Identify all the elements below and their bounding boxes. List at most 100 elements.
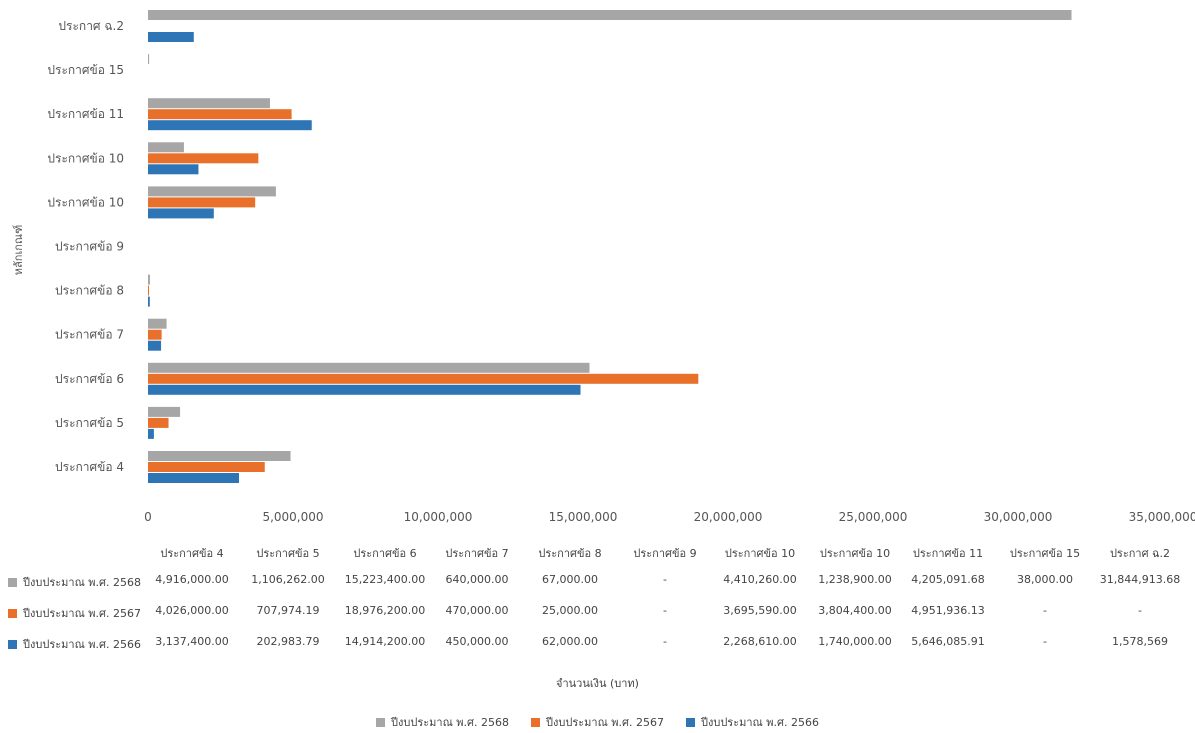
table-cell: 202,983.79 [256,635,320,648]
table-column-header: ประกาศข้อ 7 [445,547,509,560]
table-cell: 3,695,590.00 [723,604,797,617]
category-label: ประกาศ ฉ.2 [58,19,124,33]
table-column-header: ประกาศข้อ 15 [1009,547,1081,560]
x-tick-label: 5,000,000 [262,510,323,524]
table-cell: 4,026,000.00 [155,604,229,617]
table-cell: 38,000.00 [1017,573,1073,586]
table-row-key: ปีงบประมาณ พ.ศ. 2566 [8,635,141,653]
table-column-header: ประกาศข้อ 11 [912,547,984,560]
bar [148,362,590,373]
legend-label: ปีงบประมาณ พ.ศ. 2567 [546,716,664,729]
table-cell: 67,000.00 [542,573,598,586]
table-cell: - [1138,604,1142,617]
bar-chart: ประกาศข้อ 4 ประกาศข้อ 5 ประกาศข้อ 6 ประกาศข… [12,10,1195,524]
bar [148,54,150,65]
bar [148,153,259,164]
table-cell: 4,916,000.00 [155,573,229,586]
table-cell: 1,740,000.00 [818,635,892,648]
bar [148,329,162,340]
bar [148,109,292,120]
table-row-key: ปีงบประมาณ พ.ศ. 2567 [8,604,141,622]
bar [148,120,312,131]
table-cell: 15,223,400.00 [344,573,426,586]
table-row-key: ปีงบประมาณ พ.ศ. 2568 [8,573,141,591]
legend-item: ปีงบประมาณ พ.ศ. 2567 [531,713,664,731]
table-column-header: ประกาศ ฉ.2 [1109,547,1171,560]
x-tick-label: 25,000,000 [839,510,908,524]
table-cell: 640,000.00 [445,573,509,586]
series-name: ปีงบประมาณ พ.ศ. 2566 [23,638,141,651]
bar [148,296,150,307]
legend-label: ปีงบประมาณ พ.ศ. 2566 [700,716,819,729]
x-tick-label: 0 [144,510,152,524]
table-cell: 31,844,913.68 [1099,573,1181,586]
bar [148,164,199,175]
table-column-header: ประกาศข้อ 10 [724,547,796,560]
bar [148,32,194,42]
category-label: ประกาศข้อ 10 [47,151,124,165]
bars-group [148,10,1072,483]
table-cell: 5,646,085.91 [911,635,985,648]
table-cell: 4,205,091.68 [911,573,985,586]
category-label: ประกาศข้อ 10 [47,195,124,209]
table-cell: - [663,573,667,586]
table-cell: 3,137,400.00 [155,635,229,648]
x-axis-title: จำนวนเงิน (บาท) [556,677,639,690]
bar [148,384,581,395]
x-tick-label: 20,000,000 [694,510,763,524]
legend-item: ปีงบประมาณ พ.ศ. 2568 [376,713,509,731]
table-column-header: ประกาศข้อ 10 [819,547,891,560]
category-label: ประกาศข้อ 4 [55,460,124,474]
bar [148,318,167,329]
legend-swatch [8,577,17,587]
table-cell: 4,951,936.13 [911,604,985,617]
table-cell: 4,410,260.00 [723,573,797,586]
table-column-header: ประกาศข้อ 4 [160,547,224,560]
table-column-header: ประกาศข้อ 8 [538,547,602,560]
legend-swatch [376,717,386,727]
bar [148,142,184,153]
bar [148,473,239,483]
legend-swatch [685,717,695,727]
y-axis-title: หลักเกณฑ์ [12,225,25,275]
table-cell: - [663,635,667,648]
table-column-header: ประกาศข้อ 6 [353,547,417,560]
bar [148,428,154,439]
table-cell: 1,238,900.00 [818,573,892,586]
table-cell: - [663,604,667,617]
legend-swatch [8,608,17,618]
category-label: ประกาศข้อ 9 [55,240,124,254]
table-cell: 2,268,610.00 [723,635,797,648]
series-name: ปีงบประมาณ พ.ศ. 2567 [23,607,141,620]
x-tick-label: 30,000,000 [984,510,1053,524]
bar [148,186,276,197]
table-cell: 62,000.00 [542,635,598,648]
category-label: ประกาศข้อ 15 [47,63,124,77]
table-cell: 25,000.00 [542,604,598,617]
bar [148,373,699,384]
table-column-header: ประกาศข้อ 5 [256,547,320,560]
legend-label: ปีงบประมาณ พ.ศ. 2568 [391,716,509,729]
bar [148,462,265,472]
legend: ปีงบประมาณ พ.ศ. 2568 ปีงบประมาณ พ.ศ. 2567… [0,713,1195,731]
bar [148,285,149,296]
table-cell: 1,578,569 [1112,635,1168,648]
legend-swatch [8,639,17,649]
data-table: ประกาศข้อ 4 ประกาศข้อ 5 ประกาศข้อ 6 ประกาศข… [0,538,1195,668]
x-tick-label: 10,000,000 [404,510,473,524]
bar [148,208,214,219]
category-label: ประกาศข้อ 7 [55,328,124,342]
category-label: ประกาศข้อ 6 [55,372,124,386]
legend-swatch [531,717,540,727]
table-cell: 470,000.00 [445,604,509,617]
category-label: ประกาศข้อ 5 [55,416,124,430]
bar [148,98,270,109]
bar [148,451,291,461]
x-tick-label: 35,000,000 [1129,510,1195,524]
category-label: ประกาศข้อ 8 [55,284,124,298]
table-cell: 18,976,200.00 [344,604,426,617]
table-cell: 450,000.00 [445,635,509,648]
table-cell: - [1043,635,1047,648]
series-name: ปีงบประมาณ พ.ศ. 2568 [23,576,141,589]
table-cell: 1,106,262.00 [251,573,325,586]
